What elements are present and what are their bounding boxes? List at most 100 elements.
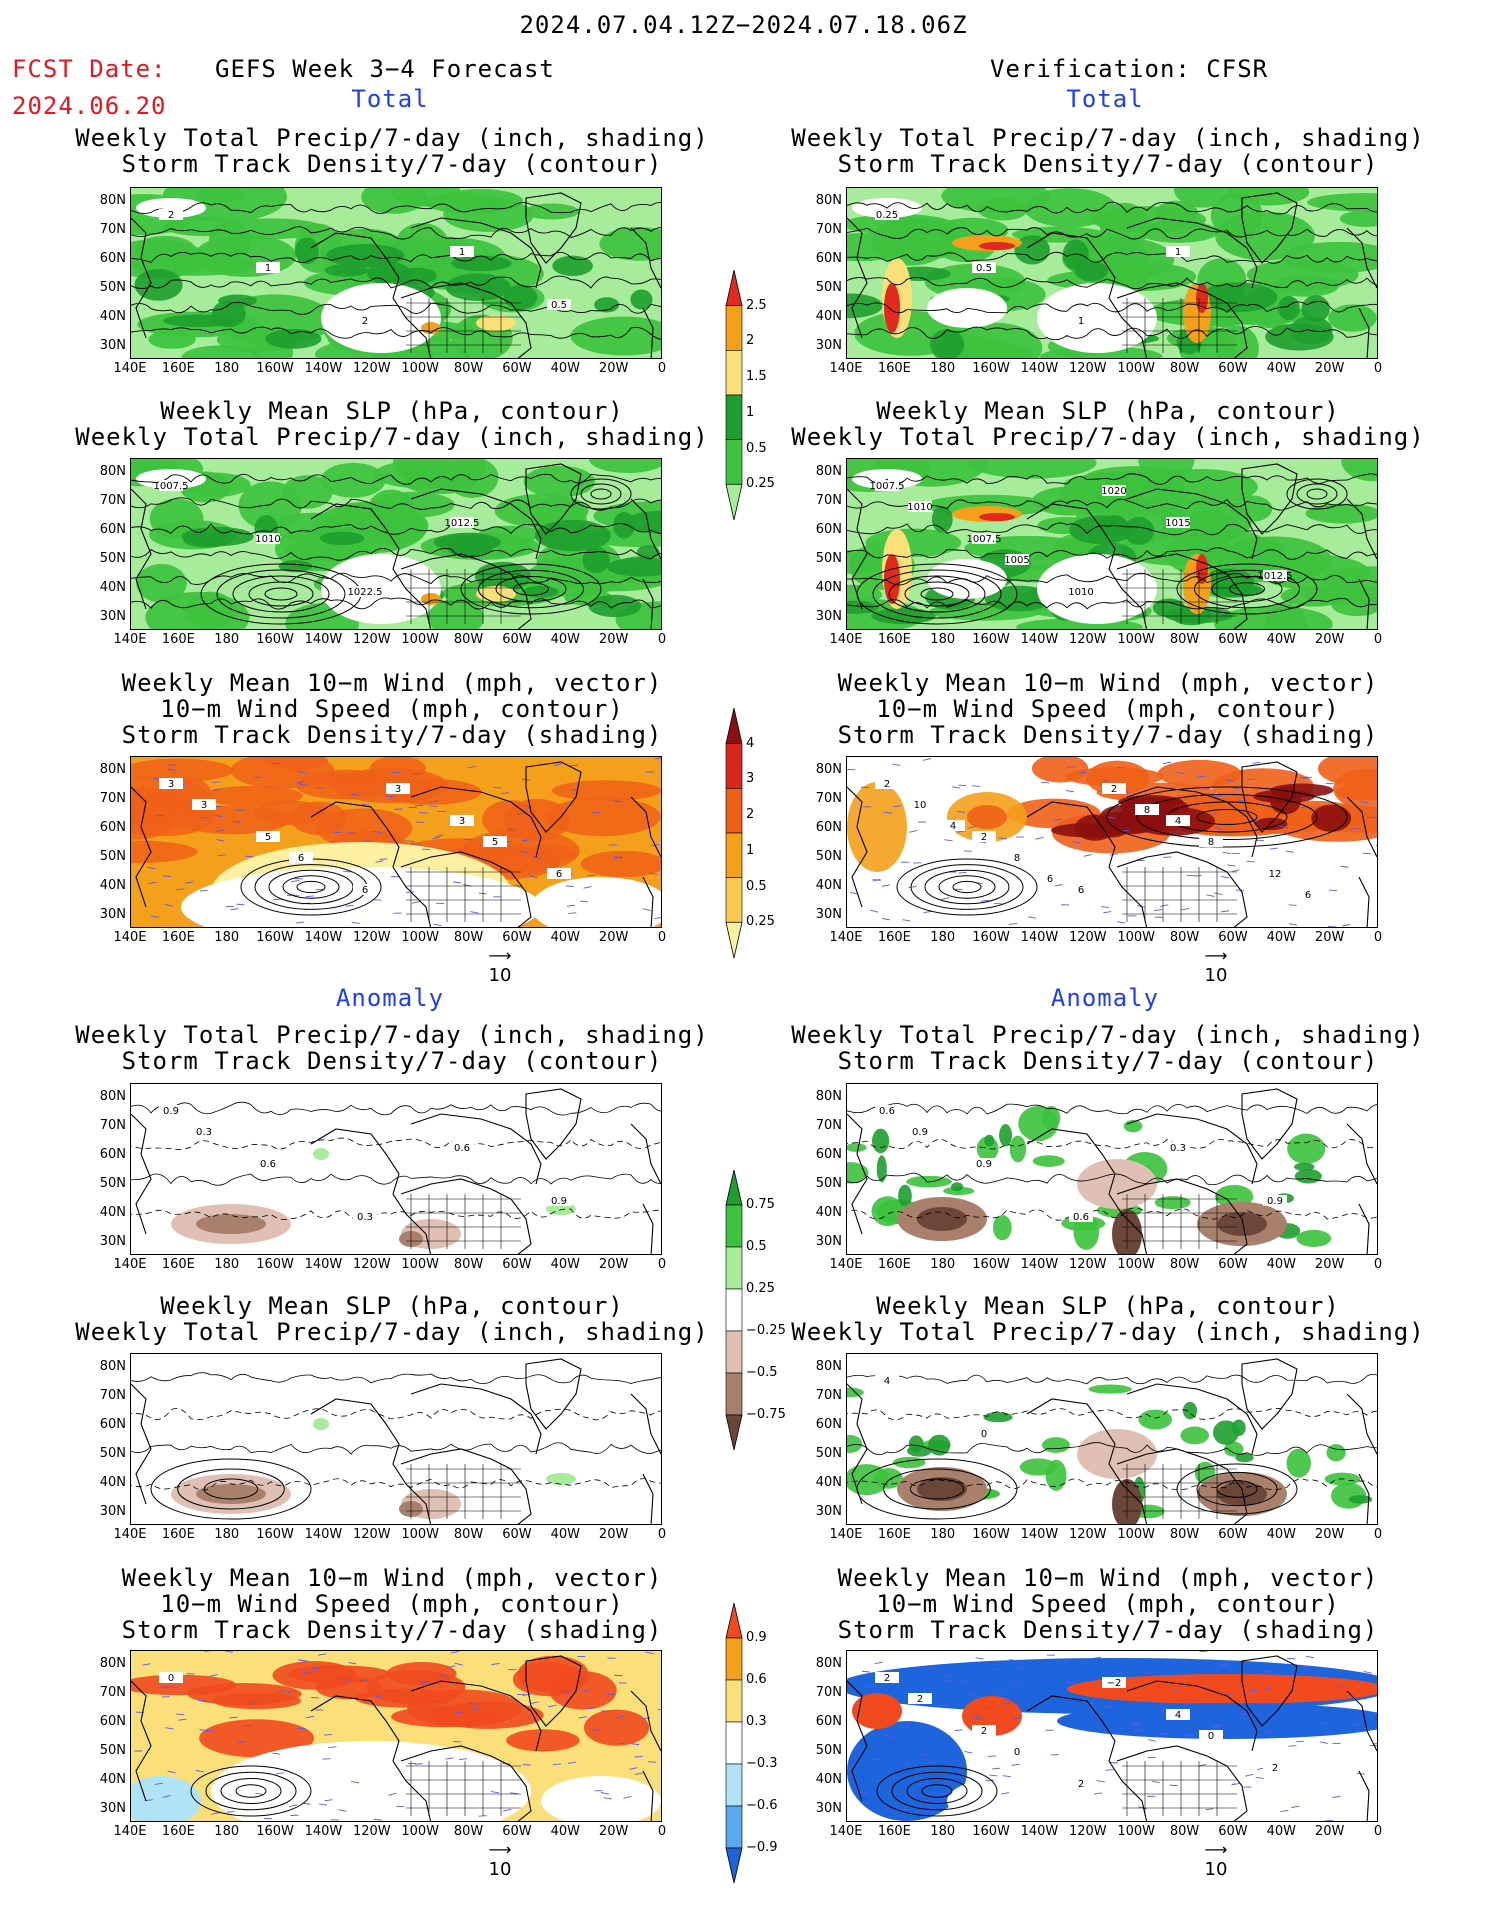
- colorbar-tick-label: 1.5: [746, 369, 767, 385]
- map-panel-vf-wind-anom: 2 2 2 4 2 2 0 −2 0: [846, 1650, 1378, 1822]
- contour-label: 6: [362, 885, 368, 896]
- lon-tick-label: 180: [214, 632, 240, 647]
- lon-tick-label: 80W: [453, 1527, 484, 1542]
- contour-label: 0: [981, 1429, 987, 1440]
- contour-label: 2: [1272, 1763, 1278, 1774]
- lon-tick-label: 20W: [1314, 1527, 1345, 1542]
- map-panel-fc-precip-total: 2 1 2 1 0.5: [130, 187, 662, 359]
- contour-label: 3: [201, 800, 207, 811]
- vector-reference-arrow: ⟶ 10: [475, 946, 525, 986]
- lon-tick-label: 60W: [502, 361, 532, 376]
- lon-tick-label: 0: [657, 632, 667, 647]
- colorbar-precip-anom: [724, 1170, 744, 1454]
- lat-tick-label: 50N: [815, 1743, 842, 1758]
- contour-label: 2: [168, 210, 174, 221]
- contour-label: 1007.5: [154, 481, 189, 492]
- contour-label: 4: [1175, 1710, 1181, 1721]
- lon-tick-label: 60W: [502, 1824, 532, 1839]
- panel-title-line: Weekly Total Precip/7-day (inch, shading…: [75, 423, 709, 451]
- lon-tick-label: 40W: [1266, 632, 1296, 647]
- vf-wind-anom-map: 2 2 2 4 2 2 0 −2 0: [847, 1651, 1377, 1821]
- contour-label: 4: [950, 821, 956, 832]
- lat-tick-label: 30N: [99, 1234, 126, 1249]
- panel-title-line: Storm Track Density/7-day (contour): [837, 150, 1379, 178]
- map-panel-fc-wind-anom: 0: [130, 1650, 662, 1822]
- vf-precip-total-map: 0.25 0.5 1 1: [847, 188, 1377, 358]
- lat-tick-label: 30N: [815, 1801, 842, 1816]
- lon-tick-label: 140W: [1020, 1257, 1059, 1272]
- lon-tick-label: 0: [657, 361, 667, 376]
- lon-tick-label: 20W: [598, 361, 629, 376]
- lat-tick-label: 50N: [815, 551, 842, 566]
- panel-title-line: Weekly Mean SLP (hPa, contour): [876, 1292, 1340, 1320]
- lat-tick-label: 80N: [815, 1359, 842, 1374]
- contour-label: 1012.5: [445, 518, 480, 529]
- lat-tick-label: 60N: [815, 1714, 842, 1729]
- colorbar-tick-label: 0.5: [746, 440, 767, 456]
- lat-tick-label: 70N: [815, 1685, 842, 1700]
- lat-tick-label: 30N: [815, 609, 842, 624]
- section-total-right: Total: [1066, 85, 1144, 113]
- lat-tick-label: 70N: [99, 1388, 126, 1403]
- lat-tick-label: 30N: [815, 907, 842, 922]
- panel-title-line: Storm Track Density/7-day (contour): [121, 1047, 663, 1075]
- lon-tick-label: 0: [1373, 1257, 1383, 1272]
- lon-tick-label: 160W: [972, 930, 1010, 945]
- lon-tick-label: 160W: [972, 1527, 1010, 1542]
- panel-title-line: Storm Track Density/7-day (shading): [121, 721, 663, 749]
- lon-tick-label: 100W: [401, 1527, 439, 1542]
- vector-reference-arrow: ⟶ 10: [1191, 1840, 1241, 1880]
- panel-title-line: Storm Track Density/7-day (contour): [121, 150, 663, 178]
- lon-tick-label: 180: [930, 632, 956, 647]
- lon-tick-label: 140W: [1020, 1527, 1059, 1542]
- lat-tick-label: 30N: [815, 1234, 842, 1249]
- right-column-title: Verification: CFSR: [990, 55, 1269, 83]
- map-panel-vf-wind-total: 2 2 6 4 12 10 8 2 8 6 4 6 8: [846, 756, 1378, 928]
- contour-label: 0.9: [976, 1159, 992, 1170]
- contour-label: 2: [1111, 784, 1117, 795]
- lon-tick-label: 160W: [256, 1824, 294, 1839]
- lon-tick-label: 160E: [877, 1824, 911, 1839]
- colorbar-storm-anom: [724, 1603, 744, 1887]
- lon-tick-label: 140W: [1020, 930, 1059, 945]
- lon-tick-label: 140W: [304, 1527, 343, 1542]
- lon-tick-label: 160W: [972, 361, 1010, 376]
- panel-title-line: Weekly Total Precip/7-day (inch, shading…: [791, 124, 1425, 152]
- panel-title-line: Weekly Mean 10−m Wind (mph, vector): [837, 669, 1379, 697]
- lat-tick-label: 50N: [99, 551, 126, 566]
- colorbar-tick-label: 0.3: [746, 1714, 767, 1729]
- lon-tick-label: 40W: [550, 930, 580, 945]
- lon-tick-label: 140E: [829, 361, 863, 376]
- lat-tick-label: 70N: [99, 1118, 126, 1133]
- lon-tick-label: 140W: [1020, 361, 1059, 376]
- map-panel-fc-wind-total: 3 5 6 3 6 3 6 3 5: [130, 756, 662, 928]
- panel-title-line: Weekly Total Precip/7-day (inch, shading…: [75, 1318, 709, 1346]
- lat-tick-label: 30N: [99, 609, 126, 624]
- lon-tick-label: 80W: [453, 361, 484, 376]
- fc-wind-anom-map: 0: [131, 1651, 661, 1821]
- lon-tick-label: 160E: [877, 361, 911, 376]
- lat-tick-label: 40N: [815, 1772, 842, 1787]
- panel-title-line: Weekly Total Precip/7-day (inch, shading…: [75, 124, 709, 152]
- lon-tick-label: 80W: [1169, 1527, 1200, 1542]
- contour-label: 1020: [1101, 486, 1126, 497]
- panel-title-line: Storm Track Density/7-day (shading): [121, 1616, 663, 1644]
- vf-precip-anom-map: 0.6 0.9 0.6 0.3 0.9 0.9: [847, 1084, 1377, 1254]
- lat-tick-label: 70N: [815, 791, 842, 806]
- contour-label: 12: [1269, 869, 1282, 880]
- lon-tick-label: 120W: [1068, 930, 1107, 945]
- lon-tick-label: 0: [1373, 1824, 1383, 1839]
- lat-tick-label: 50N: [99, 280, 126, 295]
- lon-tick-label: 140E: [829, 632, 863, 647]
- lon-tick-label: 0: [657, 930, 667, 945]
- lon-tick-label: 80W: [1169, 1824, 1200, 1839]
- lat-tick-label: 60N: [99, 251, 126, 266]
- colorbar-tick-label: 0.25: [746, 1281, 775, 1296]
- lon-tick-label: 60W: [1218, 930, 1248, 945]
- lon-tick-label: 40W: [550, 632, 580, 647]
- contour-label: 5: [265, 832, 271, 843]
- lat-tick-label: 70N: [815, 493, 842, 508]
- lon-tick-label: 160W: [256, 1527, 294, 1542]
- colorbar-storm-total: [724, 708, 744, 962]
- lon-tick-label: 60W: [502, 632, 532, 647]
